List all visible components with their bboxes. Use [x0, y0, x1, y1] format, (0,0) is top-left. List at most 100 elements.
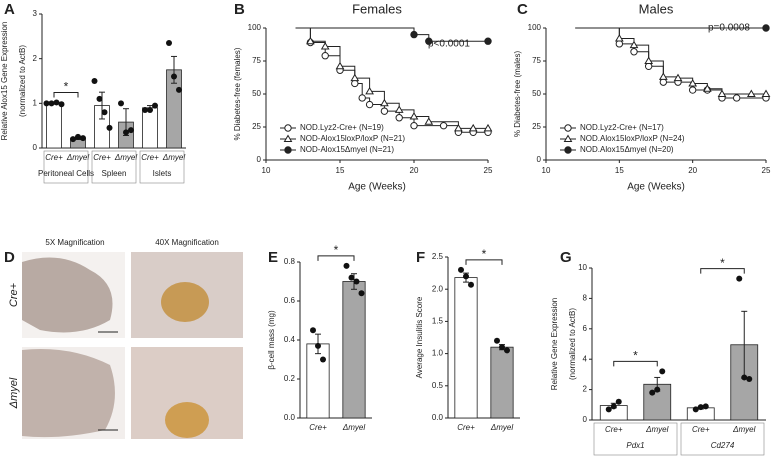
y-tick-label: 0	[257, 155, 262, 164]
data-point	[128, 127, 134, 134]
data-point	[654, 386, 661, 393]
x-tick-label: 10	[262, 166, 271, 175]
x-tick-label: 10	[542, 166, 551, 175]
marker	[762, 24, 770, 32]
group-box	[139, 150, 185, 184]
y-tick-label: 10	[578, 263, 587, 272]
y-axis-label: (normalized to ActB)	[568, 308, 577, 380]
x-tick-label: 20	[688, 166, 697, 175]
marker	[409, 111, 419, 120]
group-label: Peritoneal Cells	[38, 169, 94, 178]
data-point	[147, 107, 153, 114]
y-tick-label: 2.0	[432, 284, 444, 293]
data-point	[96, 95, 103, 102]
marker	[395, 114, 403, 122]
data-point	[746, 375, 753, 382]
x-tick-label: 25	[762, 166, 771, 175]
panel-letter: G	[560, 249, 572, 266]
x-tick-label: Δmyel	[342, 423, 365, 432]
bar	[142, 107, 158, 149]
data-point	[142, 107, 148, 114]
data-point	[48, 100, 55, 107]
group-label: Pdx1	[626, 441, 644, 450]
panel-letter: D	[4, 249, 15, 266]
data-point	[499, 344, 505, 351]
data-point	[53, 99, 60, 106]
x-tick-label: Δmyel	[114, 153, 137, 162]
marker	[350, 73, 360, 82]
x-tick-label: Cre+	[692, 425, 710, 434]
y-tick-label: 50	[532, 89, 541, 98]
significance-label: *	[633, 349, 638, 363]
y-tick-label: 100	[248, 23, 262, 32]
column-label: 5X Magnification	[45, 238, 104, 247]
panel-letter: E	[268, 249, 278, 266]
marker	[630, 48, 638, 56]
x-tick-label: Δmyel	[490, 423, 513, 432]
panel-letter: A	[4, 1, 15, 18]
marker	[320, 41, 330, 50]
marker	[483, 123, 493, 132]
x-tick-label: Δmyel	[66, 153, 89, 162]
y-tick-label: 0.2	[284, 374, 296, 383]
data-point	[610, 403, 617, 410]
data-point	[504, 347, 510, 354]
marker	[380, 107, 389, 115]
legend-label: NOD-Alox15Δmyel (N=21)	[300, 145, 394, 154]
y-tick-label: 4	[583, 354, 588, 363]
x-axis-label: Age (Weeks)	[627, 182, 685, 193]
data-point	[176, 86, 182, 93]
group-label: Cd274	[711, 441, 735, 450]
x-tick-label: Δmyel	[162, 153, 185, 162]
y-tick-label: 0.0	[432, 413, 444, 422]
marker	[468, 123, 478, 132]
x-tick-label: Δmyel	[645, 425, 668, 434]
legend-label: NOD.Lyz2-Cre+ (N=19)	[300, 123, 384, 132]
survival-line	[295, 27, 488, 42]
legend-marker	[284, 124, 292, 132]
bar	[454, 277, 478, 419]
marker	[321, 52, 329, 60]
data-point	[692, 406, 699, 413]
y-tick-label: 50	[252, 89, 261, 98]
marker	[702, 84, 712, 92]
marker	[629, 40, 639, 49]
data-point	[166, 40, 172, 47]
marker	[673, 73, 683, 82]
legend-marker	[283, 134, 293, 142]
marker	[688, 86, 697, 94]
marker	[717, 89, 727, 97]
data-point	[70, 136, 76, 143]
marker	[484, 37, 492, 45]
y-axis-label: % Diabetes-free (males)	[513, 51, 522, 138]
marker	[644, 62, 653, 70]
y-tick-label: 3	[33, 9, 38, 18]
data-point	[649, 389, 656, 396]
panel-letter: C	[517, 1, 528, 18]
marker	[410, 30, 418, 39]
marker	[425, 37, 433, 45]
y-tick-label: 2.5	[432, 252, 444, 261]
y-tick-label: 2	[33, 54, 38, 63]
x-tick-label: Cre+	[45, 153, 63, 162]
chart-title: Males	[639, 1, 674, 16]
y-axis-label: Relative Alox15 Gene Expression	[0, 22, 9, 141]
marker	[365, 100, 374, 109]
data-point	[75, 133, 81, 140]
group-label: Spleen	[102, 169, 127, 178]
data-point	[320, 356, 326, 363]
data-point	[171, 73, 177, 80]
y-tick-label: 2	[583, 385, 588, 394]
significance-label: *	[334, 243, 339, 257]
y-axis-label: (normalized to ActB)	[18, 45, 27, 117]
y-axis-label: % Diabetes-free (females)	[233, 47, 242, 140]
marker	[394, 105, 404, 113]
micrographs	[22, 252, 243, 439]
data-point	[106, 124, 113, 131]
significance-bracket	[613, 360, 658, 367]
data-point	[118, 100, 124, 107]
marker	[439, 121, 448, 130]
bar	[306, 343, 330, 419]
y-tick-label: 0	[33, 143, 38, 152]
